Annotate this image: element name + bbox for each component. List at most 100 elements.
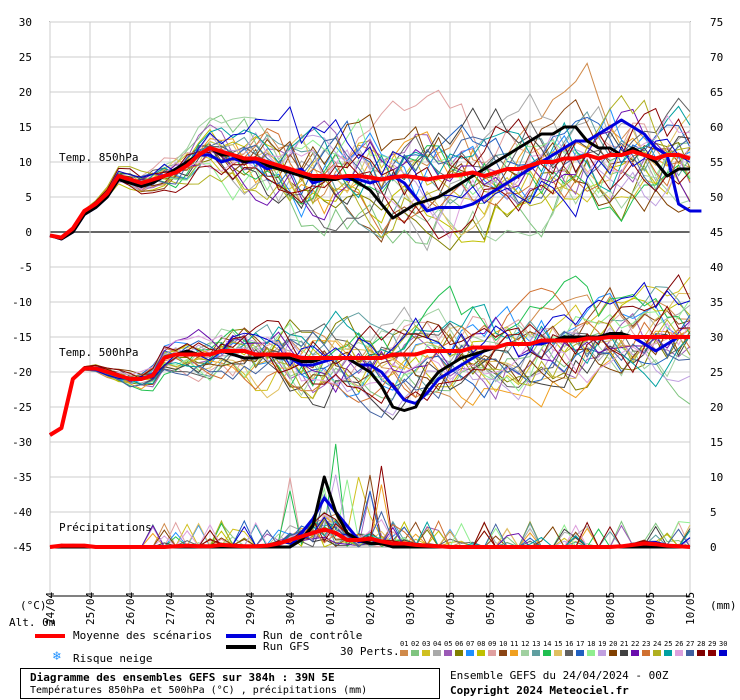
altitude-label: Alt. 0m bbox=[9, 616, 56, 629]
x-tick-label: 28/04 bbox=[204, 592, 217, 625]
member-swatch bbox=[444, 650, 452, 656]
member-swatch bbox=[675, 650, 683, 656]
left-tick-label: -40 bbox=[12, 506, 32, 519]
x-tick-label: 05/05 bbox=[484, 592, 497, 625]
member-swatch bbox=[532, 650, 540, 656]
right-tick-label: 35 bbox=[710, 296, 723, 309]
left-tick-label: -30 bbox=[12, 436, 32, 449]
left-tick-label: -20 bbox=[12, 366, 32, 379]
member-swatch bbox=[686, 650, 694, 656]
member-number: 10 bbox=[499, 640, 508, 648]
x-tick-label: 25/04 bbox=[84, 592, 97, 625]
left-tick-label: -35 bbox=[12, 471, 32, 484]
member-swatch bbox=[466, 650, 474, 656]
copyright: Copyright 2024 Meteociel.fr bbox=[450, 684, 629, 697]
left-tick-label: -25 bbox=[12, 401, 32, 414]
right-tick-label: 0 bbox=[710, 541, 717, 554]
member-swatch bbox=[620, 650, 628, 656]
left-tick-label: 15 bbox=[19, 121, 32, 134]
member-number: 05 bbox=[444, 640, 453, 648]
member-swatch bbox=[477, 650, 485, 656]
member-swatch bbox=[554, 650, 562, 656]
member-number: 15 bbox=[554, 640, 563, 648]
x-tick-label: 07/05 bbox=[564, 592, 577, 625]
x-tick-label: 27/04 bbox=[164, 592, 177, 625]
member-line-precip bbox=[49, 512, 691, 548]
member-swatch bbox=[543, 650, 551, 656]
member-number: 27 bbox=[686, 640, 695, 648]
label-t850: Temp. 850hPa bbox=[59, 151, 139, 164]
member-swatch bbox=[708, 650, 716, 656]
chart-title: Diagramme des ensembles GEFS sur 384h : … bbox=[30, 671, 335, 684]
label-t500: Temp. 500hPa bbox=[59, 346, 139, 359]
member-swatch bbox=[510, 650, 518, 656]
snowflake-icon: ❄ bbox=[53, 649, 61, 664]
member-number: 13 bbox=[532, 640, 541, 648]
member-line-850 bbox=[49, 105, 691, 238]
x-tick-label: 01/05 bbox=[324, 592, 337, 625]
member-swatches: 01 02 03 04 05 06 07 08 09 10 11 12 13 14 15 16 17 18 19 20… bbox=[400, 640, 735, 660]
member-number: 02 bbox=[411, 640, 420, 648]
member-number: 04 bbox=[433, 640, 442, 648]
member-swatch bbox=[598, 650, 606, 656]
x-tick-label: 04/05 bbox=[444, 592, 457, 625]
member-swatch bbox=[576, 650, 584, 656]
left-tick-label: -5 bbox=[19, 261, 32, 274]
member-number: 29 bbox=[708, 640, 717, 648]
left-tick-label: 5 bbox=[25, 191, 32, 204]
left-tick-label: 10 bbox=[19, 156, 32, 169]
member-number: 14 bbox=[543, 640, 552, 648]
member-number: 23 bbox=[642, 640, 651, 648]
member-number: 01 bbox=[400, 640, 409, 648]
member-swatch bbox=[609, 650, 617, 656]
right-tick-label: 45 bbox=[710, 226, 723, 239]
legend-swatch-control bbox=[226, 634, 256, 638]
member-swatch bbox=[664, 650, 672, 656]
right-axis-unit: (mm) bbox=[710, 599, 737, 612]
x-tick-label: 30/04 bbox=[284, 592, 297, 625]
x-tick-label: 26/04 bbox=[124, 592, 137, 625]
legend-label-snow: Risque neige bbox=[73, 652, 153, 665]
x-tick-label: 06/05 bbox=[524, 592, 537, 625]
member-line-500 bbox=[49, 275, 691, 436]
x-tick-label: 10/05 bbox=[684, 592, 697, 625]
legend-label-control: Run de contrôle bbox=[263, 629, 363, 642]
left-tick-label: 25 bbox=[19, 51, 32, 64]
member-number: 09 bbox=[488, 640, 497, 648]
left-tick-label: 0 bbox=[25, 226, 32, 239]
left-tick-label: 30 bbox=[19, 16, 32, 29]
right-tick-label: 65 bbox=[710, 86, 723, 99]
member-swatch bbox=[411, 650, 419, 656]
right-tick-label: 10 bbox=[710, 471, 723, 484]
right-tick-label: 30 bbox=[710, 331, 723, 344]
series-line-precip bbox=[49, 527, 691, 549]
legend-swatch-gfs bbox=[226, 645, 256, 649]
x-tick-label: 08/05 bbox=[604, 592, 617, 625]
x-tick-label: 24/04 bbox=[44, 592, 57, 625]
right-tick-label: 60 bbox=[710, 121, 723, 134]
member-number: 25 bbox=[664, 640, 673, 648]
member-number: 20 bbox=[609, 640, 618, 648]
member-swatch bbox=[642, 650, 650, 656]
legend-swatch-mean bbox=[35, 634, 65, 638]
member-number: 24 bbox=[653, 640, 662, 648]
member-number: 12 bbox=[521, 640, 530, 648]
right-tick-label: 40 bbox=[710, 261, 723, 274]
member-swatch bbox=[697, 650, 705, 656]
member-line-850 bbox=[49, 113, 691, 238]
right-tick-label: 75 bbox=[710, 16, 723, 29]
member-number: 18 bbox=[587, 640, 596, 648]
right-tick-label: 55 bbox=[710, 156, 723, 169]
left-tick-label: 20 bbox=[19, 86, 32, 99]
member-swatch bbox=[565, 650, 573, 656]
right-tick-label: 50 bbox=[710, 191, 723, 204]
member-swatch bbox=[521, 650, 529, 656]
member-number: 03 bbox=[422, 640, 431, 648]
member-swatch bbox=[719, 650, 727, 656]
right-tick-label: 20 bbox=[710, 401, 723, 414]
member-swatch bbox=[653, 650, 661, 656]
left-axis-unit: (°C) bbox=[20, 599, 47, 612]
member-swatch bbox=[400, 650, 408, 656]
ensemble-info: Ensemble GEFS du 24/04/2024 - 00Z bbox=[450, 669, 669, 682]
series-line-t850 bbox=[49, 146, 691, 240]
